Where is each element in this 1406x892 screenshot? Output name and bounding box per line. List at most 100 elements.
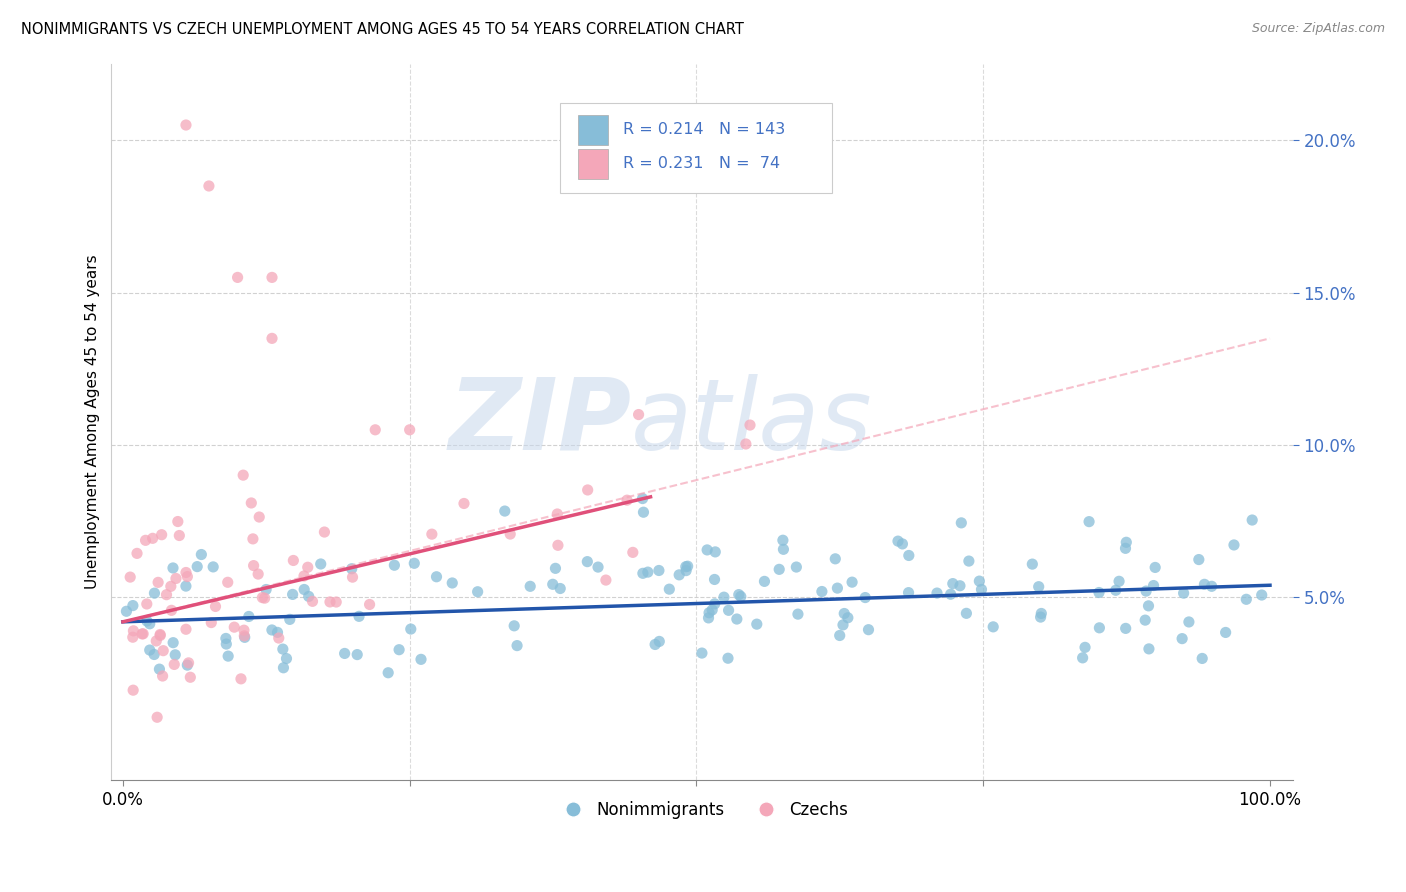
Point [377,665,399,680]
Point [1188,552,1211,566]
Point [292,569,315,583]
Point [1250,588,1272,602]
Point [637,565,659,579]
Point [309,557,332,571]
Point [138,643,160,657]
Point [633,505,655,519]
Point [772,533,794,548]
Point [152,643,174,657]
Point [703,597,725,611]
Point [267,631,290,645]
Point [616,493,638,508]
Point [238,609,260,624]
Point [832,607,855,621]
Point [215,637,238,651]
Point [146,575,169,590]
Point [135,614,157,628]
Point [232,468,254,483]
Point [135,597,157,611]
Point [1108,574,1130,589]
Point [342,570,364,584]
Point [162,561,184,575]
Point [165,648,187,662]
Point [942,576,965,591]
Point [494,504,516,518]
Point [314,524,336,539]
Point [382,558,405,573]
Point [631,566,654,581]
Point [398,423,420,437]
Point [115,604,138,618]
Point [950,516,973,530]
Point [229,672,252,686]
Point [149,627,172,641]
Point [292,582,315,597]
Point [177,656,200,670]
Point [725,612,748,626]
Point [240,496,263,510]
Point [713,590,735,604]
Point [675,559,697,574]
Point [1074,640,1097,655]
Point [717,651,740,665]
Point [939,587,962,601]
Point [200,615,222,630]
Point [425,570,447,584]
Point [1137,641,1160,656]
Point [233,631,256,645]
Point [325,595,347,609]
Point [409,652,432,666]
Point [690,646,713,660]
Point [347,609,370,624]
Point [165,572,187,586]
Point [811,584,834,599]
Point [824,551,846,566]
Point [159,579,181,593]
Point [340,562,363,576]
Point [1201,579,1223,593]
Point [202,560,225,574]
Point [152,669,174,683]
Point [226,270,249,285]
Point [717,603,740,617]
Point [1105,583,1128,598]
Point [576,483,599,497]
Point [1223,538,1246,552]
Point [163,657,186,672]
Point [122,599,145,613]
Point [388,642,411,657]
Point [273,661,295,675]
Legend: Nonimmigrants, Czechs: Nonimmigrants, Czechs [550,795,855,826]
Point [949,579,972,593]
Point [547,538,569,552]
Point [631,491,654,506]
Point [1194,577,1216,591]
Point [1144,560,1167,574]
Bar [578,115,607,145]
Point [146,710,169,724]
Point [122,624,145,638]
Point [853,591,876,605]
Point [215,632,238,646]
Point [224,620,246,634]
Point [827,581,849,595]
Point [955,607,977,621]
Point [333,647,356,661]
Point [278,612,301,626]
Point [297,560,319,574]
Point [1031,607,1053,621]
Point [217,649,239,664]
Point [576,555,599,569]
Point [1135,584,1157,599]
Point [897,549,920,563]
Point [1088,621,1111,635]
Point [143,648,166,662]
Point [441,576,464,591]
Point [499,527,522,541]
Point [586,560,609,574]
Point [503,619,526,633]
Point [506,639,529,653]
Point [1191,651,1213,665]
Text: R = 0.231   N =  74: R = 0.231 N = 74 [623,156,780,171]
Point [179,670,201,684]
